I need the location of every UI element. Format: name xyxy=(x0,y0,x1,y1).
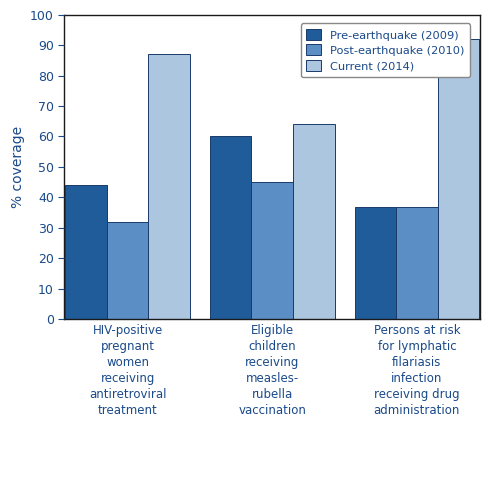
Bar xyxy=(251,182,293,319)
Bar xyxy=(65,185,107,319)
Bar xyxy=(354,207,396,319)
Legend: Pre-earthquake (2009), Post-earthquake (2010), Current (2014): Pre-earthquake (2009), Post-earthquake (… xyxy=(300,24,470,77)
Bar xyxy=(107,222,148,319)
Bar xyxy=(438,39,479,319)
Bar xyxy=(148,55,190,319)
Bar xyxy=(293,124,335,319)
Y-axis label: % coverage: % coverage xyxy=(10,126,25,208)
Bar xyxy=(210,136,251,319)
Bar xyxy=(396,207,438,319)
